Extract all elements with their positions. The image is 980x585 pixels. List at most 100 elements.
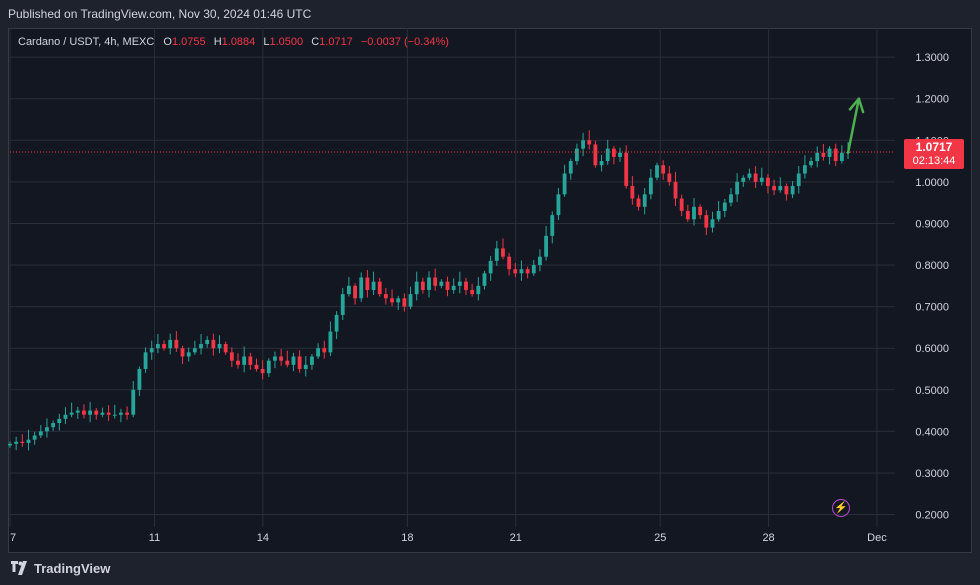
candle-body	[470, 289, 475, 295]
candlestick-chart[interactable]: 1.30001.20001.10001.00000.90000.80000.70…	[0, 0, 980, 553]
chart-frame[interactable]	[8, 28, 972, 553]
candle-body	[519, 269, 524, 274]
arrow-head	[848, 97, 865, 114]
candle-body	[310, 356, 314, 365]
candle-body	[334, 314, 339, 332]
candle-body	[507, 256, 512, 270]
bar-countdown: 02:13:44	[912, 155, 956, 167]
y-tick-label: 0.2000	[915, 510, 949, 522]
candle-body	[211, 339, 216, 349]
candle-body	[236, 360, 240, 365]
lightning-icon[interactable]: ⚡	[832, 499, 850, 517]
candle-body	[8, 443, 12, 446]
footer-brand: TradingView	[34, 561, 111, 576]
candle-body	[821, 152, 826, 157]
candle-body	[605, 148, 610, 162]
candle-body	[69, 412, 74, 415]
candle-body	[328, 331, 333, 353]
candle-body	[420, 281, 425, 290]
candle-body	[260, 368, 265, 374]
close-value: 1.0717	[319, 36, 353, 48]
symbol-label[interactable]: Cardano / USDT, 4h, MEXC	[18, 36, 155, 48]
candle-body	[291, 356, 296, 365]
candle-body	[248, 356, 253, 365]
candle-body	[26, 439, 31, 444]
tradingview-logo-icon	[11, 561, 27, 575]
candle-body	[704, 215, 709, 228]
y-tick-label: 0.7000	[915, 302, 949, 314]
candle-body	[279, 356, 284, 361]
candle-body	[538, 256, 542, 266]
x-tick-label: Dec	[867, 532, 887, 544]
candle-body	[414, 281, 419, 295]
x-tick-label: 25	[654, 532, 666, 544]
y-tick-label: 0.8000	[915, 260, 949, 272]
candle-body	[550, 215, 555, 236]
candle-body	[106, 412, 111, 415]
candle-body	[359, 277, 364, 299]
candle-body	[365, 277, 370, 290]
x-tick-label: 7	[10, 532, 16, 544]
candle-body	[667, 173, 672, 182]
candle-body	[778, 186, 783, 191]
candle-body	[574, 148, 579, 162]
candle-body	[75, 410, 80, 413]
candle-body	[217, 344, 222, 349]
candle-body	[772, 186, 777, 191]
candle-body	[180, 348, 185, 357]
candle-body	[556, 194, 561, 216]
candle-body	[685, 210, 690, 220]
candle-body	[815, 152, 820, 162]
candle-body	[729, 194, 733, 203]
candle-body	[125, 412, 129, 415]
candle-body	[266, 360, 271, 374]
candle-body	[759, 177, 764, 182]
candle-body	[611, 148, 616, 157]
candle-body	[599, 161, 604, 166]
candle-body	[45, 427, 49, 432]
candle-body	[784, 186, 789, 195]
candle-body	[698, 206, 703, 216]
y-tick-label: 1.3000	[915, 52, 949, 64]
last-price-value: 1.0717	[915, 140, 953, 154]
y-tick-label: 1.2000	[915, 94, 949, 106]
candle-body	[100, 412, 105, 415]
last-price-badge: 1.0717 02:13:44	[904, 139, 964, 169]
candle-body	[451, 285, 456, 290]
candle-body	[766, 177, 770, 187]
candle-body	[445, 281, 450, 290]
y-tick-label: 0.5000	[915, 385, 949, 397]
candle-body	[205, 339, 210, 345]
low-label: L	[263, 36, 270, 48]
candle-body	[494, 248, 499, 261]
candle-body	[427, 277, 431, 290]
candle-body	[155, 344, 160, 349]
candle-body	[488, 260, 493, 274]
candle-body	[199, 344, 203, 349]
candle-body	[790, 186, 795, 195]
candle-body	[722, 202, 727, 211]
candle-body	[303, 364, 308, 369]
high-value: 1.0884	[221, 36, 256, 48]
candle-body	[630, 186, 635, 199]
candle-body	[562, 173, 567, 195]
candle-body	[38, 431, 43, 436]
candle-body	[112, 414, 117, 416]
candle-body	[618, 152, 622, 157]
candle-body	[94, 410, 99, 415]
candle-body	[753, 173, 758, 182]
candle-body	[82, 410, 86, 415]
x-tick-label: 14	[257, 532, 269, 544]
candle-body	[679, 198, 684, 211]
candle-body	[655, 165, 659, 178]
candle-body	[353, 285, 357, 299]
candle-body	[827, 148, 832, 157]
candle-body	[457, 281, 462, 286]
candle-body	[174, 339, 179, 349]
candle-body	[186, 352, 191, 357]
candle-body	[796, 173, 801, 187]
candle-body	[192, 348, 197, 353]
candle-body	[476, 285, 481, 295]
x-tick-label: 11	[149, 532, 160, 544]
candle-body	[408, 294, 413, 307]
